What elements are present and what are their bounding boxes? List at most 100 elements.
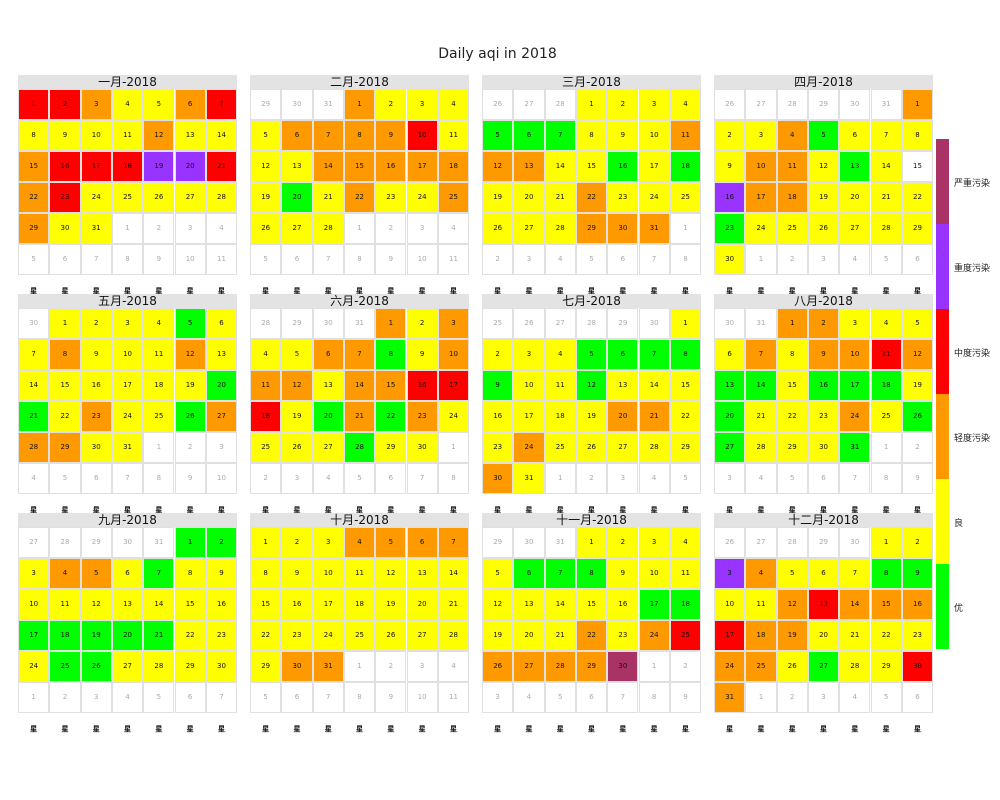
weekday-label: 星	[681, 287, 689, 295]
day-cell: 13	[281, 151, 313, 182]
weekday-label: 星	[851, 287, 859, 295]
day-cell: 3	[839, 308, 871, 339]
adjacent-day-cell: 10	[406, 682, 438, 713]
day-cell: 27	[281, 213, 313, 244]
day-cell: 13	[174, 120, 206, 151]
day-cell: 3	[638, 89, 670, 120]
adjacent-day-cell: 25	[482, 308, 514, 339]
weekday-label: 星	[619, 725, 627, 733]
weekday-label: 星	[293, 287, 301, 295]
day-cell: 10	[406, 120, 438, 151]
day-cell: 27	[839, 213, 871, 244]
day-cell: 24	[714, 651, 746, 682]
day-cell: 18	[669, 151, 702, 182]
day-cell: 1	[575, 89, 608, 120]
weekday-label: 星	[449, 287, 457, 295]
day-cell: 25	[250, 432, 282, 463]
adjacent-day-cell: 7	[406, 463, 438, 494]
day-cell: 8	[575, 558, 608, 589]
day-cell: 16	[607, 589, 639, 620]
day-cell: 23	[807, 401, 840, 432]
day-cell: 14	[437, 558, 470, 589]
day-cell: 25	[143, 401, 175, 432]
weekday-label: 星	[882, 287, 890, 295]
day-cell: 3	[111, 308, 144, 339]
adjacent-day-cell: 28	[544, 89, 576, 120]
adjacent-day-cell: 30	[18, 308, 50, 339]
day-cell: 5	[143, 89, 175, 120]
weekday-label: 星	[61, 725, 69, 733]
day-cell: 1	[669, 308, 702, 339]
day-cell: 20	[839, 182, 871, 213]
day-cell: 6	[513, 120, 545, 151]
day-cell: 2	[901, 527, 934, 558]
day-cell: 22	[49, 401, 81, 432]
day-cell: 27	[513, 213, 545, 244]
adjacent-day-cell: 5	[49, 463, 81, 494]
adjacent-day-cell: 8	[870, 463, 902, 494]
month-panel: 二月-2018 29 30 31 1 2 3 4 5 6 7 8 9 10 11 12 13 14 15 16 17 18…	[250, 75, 470, 297]
weekday-label: 星	[913, 725, 921, 733]
day-cell: 26	[575, 432, 608, 463]
day-cell: 11	[669, 558, 702, 589]
day-cell: 2	[80, 308, 112, 339]
day-cell: 12	[80, 589, 112, 620]
day-cell: 18	[437, 151, 470, 182]
day-cell: 13	[312, 370, 344, 401]
day-cell: 22	[870, 620, 902, 651]
adjacent-day-cell: 8	[143, 463, 175, 494]
month-panel: 十月-2018 1 2 3 4 5 6 7 8 9 10 11 12 13 14 15 16 17 18 19 20 21…	[250, 513, 470, 735]
day-cell: 10	[513, 370, 545, 401]
adjacent-day-cell: 5	[143, 682, 175, 713]
adjacent-day-cell: 2	[901, 432, 934, 463]
day-cell: 1	[870, 527, 902, 558]
day-cell: 30	[607, 213, 639, 244]
day-cell: 24	[745, 213, 777, 244]
month-panel: 十一月-2018 29 30 31 1 2 3 4 5 6 7 8 9 10 11 12 13 14 15 16 17 1…	[482, 513, 702, 735]
adjacent-day-cell: 9	[375, 682, 407, 713]
day-cell: 8	[375, 339, 407, 370]
day-cell: 16	[406, 370, 438, 401]
adjacent-day-cell: 28	[575, 308, 608, 339]
day-cell: 20	[281, 182, 313, 213]
day-cell: 22	[575, 620, 608, 651]
day-cell: 27	[406, 620, 438, 651]
day-cell: 20	[174, 151, 206, 182]
weekday-label: 星	[619, 506, 627, 514]
weekday-label: 星	[387, 506, 395, 514]
day-cell: 19	[482, 182, 514, 213]
adjacent-day-cell: 9	[375, 244, 407, 275]
adjacent-day-cell: 6	[575, 682, 608, 713]
adjacent-day-cell: 2	[174, 432, 206, 463]
adjacent-day-cell: 4	[18, 463, 50, 494]
day-cell: 1	[18, 89, 50, 120]
day-cell: 19	[901, 370, 934, 401]
adjacent-day-cell: 27	[745, 89, 777, 120]
day-cell: 9	[901, 558, 934, 589]
weekday-label: 星	[494, 506, 502, 514]
day-cell: 22	[174, 620, 206, 651]
day-cell: 9	[607, 558, 639, 589]
day-cell: 17	[406, 151, 438, 182]
chart-title: Daily aqi in 2018	[438, 46, 557, 62]
day-cell: 5	[174, 308, 206, 339]
weekday-label: 星	[262, 506, 270, 514]
day-cell: 17	[714, 620, 746, 651]
adjacent-day-cell: 31	[745, 308, 777, 339]
day-cell: 10	[638, 120, 670, 151]
adjacent-day-cell: 9	[174, 463, 206, 494]
weekday-label: 星	[757, 287, 765, 295]
adjacent-day-cell: 4	[513, 682, 545, 713]
adjacent-day-cell: 2	[250, 463, 282, 494]
weekday-label: 星	[418, 287, 426, 295]
day-cell: 15	[870, 589, 902, 620]
weekday-label: 星	[681, 506, 689, 514]
adjacent-day-cell: 28	[49, 527, 81, 558]
adjacent-day-cell: 4	[312, 463, 344, 494]
month-title: 二月-2018	[250, 75, 469, 89]
adjacent-day-cell: 4	[111, 682, 144, 713]
day-cell: 19	[375, 589, 407, 620]
weekday-label: 星	[186, 725, 194, 733]
adjacent-day-cell: 4	[544, 244, 576, 275]
day-cell: 13	[513, 589, 545, 620]
